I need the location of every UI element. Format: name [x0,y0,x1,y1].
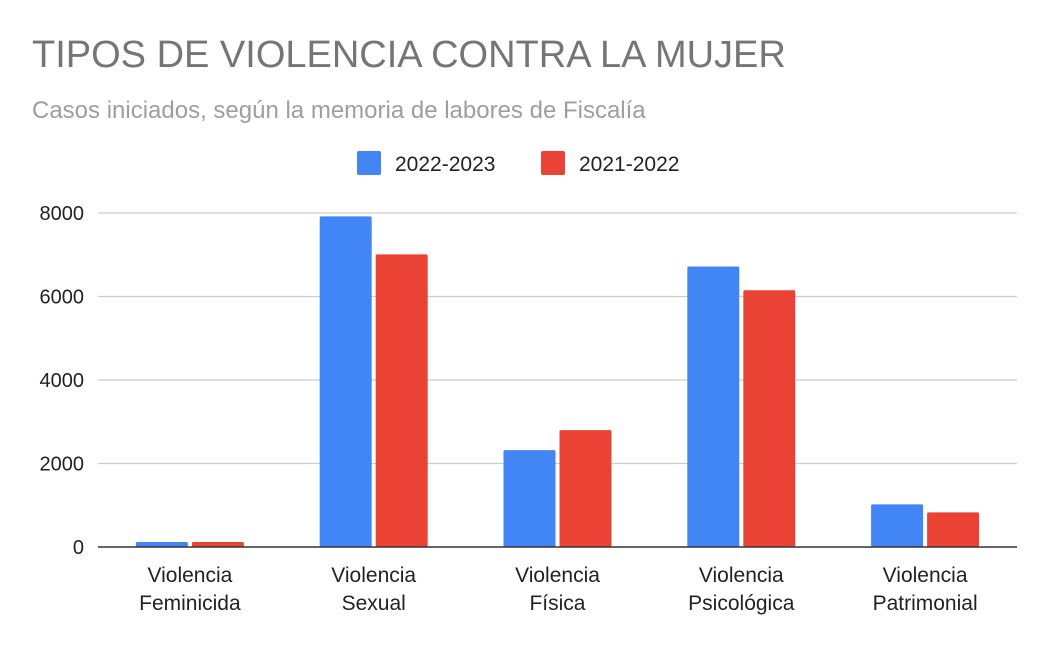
bar [871,504,924,547]
bar [687,266,740,547]
x-tick-label: Violencia [883,564,968,587]
bar [559,430,612,547]
x-tick-label: Feminicida [139,592,241,615]
chart-title: TIPOS DE VIOLENCIA CONTRA LA MUJER [32,34,786,76]
x-tick-label: Física [529,592,585,615]
bar [375,254,428,547]
bar [743,290,796,547]
bar [319,216,372,547]
bar [927,512,980,547]
bar [191,541,244,547]
bar [135,541,188,547]
y-tick-label: 4000 [40,370,85,392]
bar [503,450,556,547]
legend-label: 2021-2022 [579,153,679,176]
legend-label: 2022-2023 [395,153,495,176]
x-tick-label: Patrimonial [873,592,978,615]
x-tick-label: Violencia [331,564,416,587]
legend-swatch [357,151,381,175]
x-tick-label: Violencia [147,564,232,587]
y-tick-label: 0 [73,537,84,559]
x-tick-label: Violencia [699,564,784,587]
x-tick-label: Violencia [515,564,600,587]
y-tick-label: 6000 [40,287,85,309]
x-tick-label: Sexual [342,592,406,615]
y-tick-label: 2000 [40,454,85,476]
y-tick-label: 8000 [40,203,85,225]
legend-swatch [541,151,565,175]
chart-subtitle: Casos iniciados, según la memoria de lab… [32,97,646,124]
x-tick-label: Psicológica [688,592,795,615]
